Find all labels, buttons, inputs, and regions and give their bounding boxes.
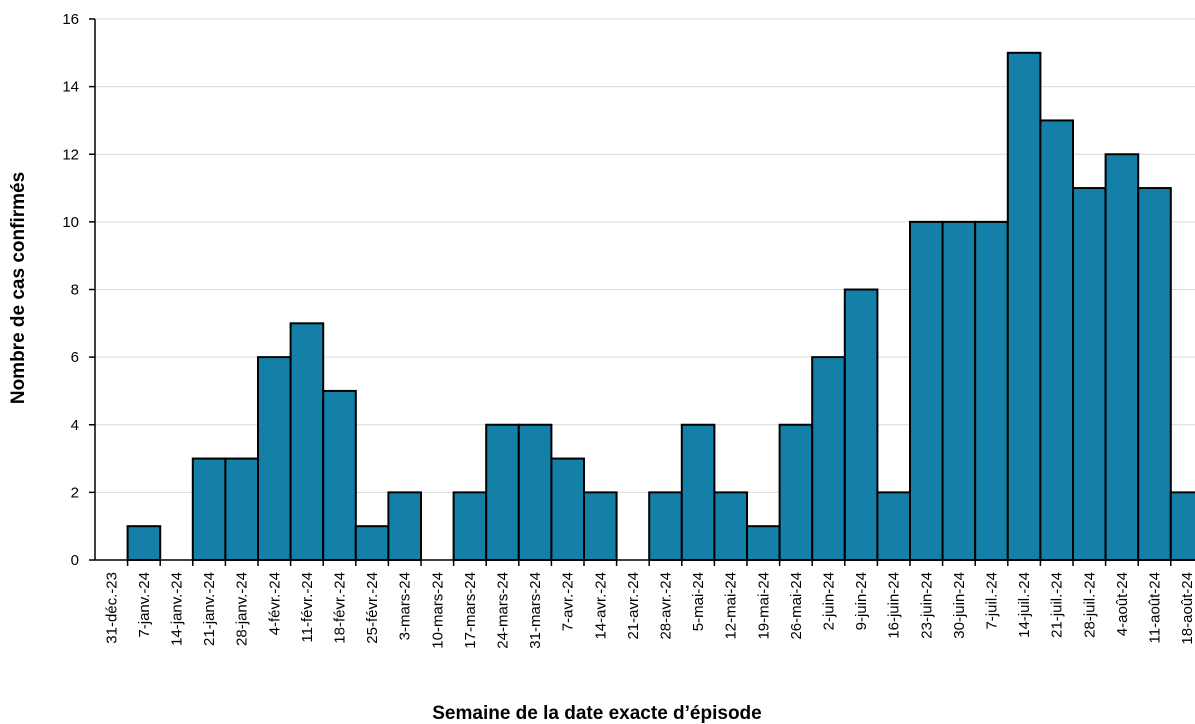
x-tick-label: 14-avr.-24 bbox=[592, 572, 609, 640]
x-tick-label: 26-mai-24 bbox=[788, 572, 805, 640]
x-tick-label: 7-avr.-24 bbox=[560, 572, 577, 631]
bar bbox=[811, 356, 846, 561]
x-tick-label: 24-mars-24 bbox=[495, 572, 512, 649]
bar bbox=[843, 288, 879, 561]
y-tick-label: 2 bbox=[71, 484, 79, 501]
y-tick-label: 8 bbox=[71, 282, 79, 299]
y-tick-label: 14 bbox=[62, 79, 79, 96]
bar bbox=[648, 491, 683, 561]
x-tick-label: 10-mars-24 bbox=[429, 572, 446, 649]
bar bbox=[1006, 51, 1042, 561]
bar bbox=[941, 220, 977, 561]
bar bbox=[191, 457, 227, 561]
x-tick-label: 3-mars-24 bbox=[397, 572, 414, 640]
bar bbox=[876, 491, 912, 561]
x-tick-label: 31-mars-24 bbox=[527, 572, 544, 649]
bar bbox=[452, 491, 488, 561]
y-tick-label: 0 bbox=[71, 552, 79, 569]
bar bbox=[1137, 187, 1172, 561]
bar bbox=[126, 525, 162, 561]
x-tick-label: 28-juil.-24 bbox=[1081, 572, 1098, 638]
bar bbox=[485, 423, 520, 561]
x-tick-label: 18-févr.-24 bbox=[332, 572, 349, 644]
bar bbox=[517, 423, 553, 561]
y-tick-label: 16 bbox=[62, 11, 79, 28]
x-tick-label: 16-juin-24 bbox=[886, 572, 903, 639]
bar bbox=[257, 356, 292, 561]
bar bbox=[1169, 491, 1195, 561]
bar bbox=[1104, 153, 1140, 561]
x-tick-label: 31-déc.-23 bbox=[103, 572, 120, 644]
x-tick-label: 21-avr.-24 bbox=[625, 572, 642, 640]
x-tick-label: 14-juil.-24 bbox=[1016, 572, 1033, 638]
bar bbox=[550, 457, 586, 561]
y-axis-title: Nombre de cas confirmés bbox=[8, 172, 29, 404]
bar bbox=[974, 220, 1009, 561]
x-tick-label: 4-août-24 bbox=[1114, 572, 1131, 636]
x-tick-label: 14-janv.-24 bbox=[169, 572, 186, 646]
y-tick-label: 12 bbox=[62, 146, 79, 163]
x-tick-label: 25-févr.-24 bbox=[364, 572, 381, 644]
axes bbox=[89, 18, 1195, 566]
bars bbox=[126, 51, 1195, 561]
x-tick-label: 21-janv.-24 bbox=[201, 572, 218, 646]
x-tick-labels: 31-déc.-23 7-janv.-24 14-janv.-24 21-janv.-… bbox=[103, 572, 1195, 649]
x-tick-label: 30-juin-24 bbox=[951, 572, 968, 639]
x-tick-label: 7-janv.-24 bbox=[136, 572, 153, 638]
x-tick-label: 11-août-24 bbox=[1147, 572, 1164, 643]
bar bbox=[680, 423, 716, 561]
y-tick-labels: 0 2 4 6 8 10 12 14 16 bbox=[62, 11, 79, 569]
x-axis-title: Semaine de la date exacte d’épisode bbox=[432, 703, 761, 724]
x-tick-label: 11-févr.-24 bbox=[299, 572, 316, 643]
bar bbox=[289, 322, 325, 561]
x-tick-label: 18-août-24 bbox=[1179, 572, 1195, 645]
bar bbox=[583, 491, 618, 561]
y-tick-label: 10 bbox=[62, 214, 79, 231]
bar bbox=[224, 457, 259, 561]
x-tick-label: 28-janv.-24 bbox=[234, 572, 251, 646]
x-tick-label: 12-mai-24 bbox=[723, 572, 740, 640]
y-tick-label: 4 bbox=[71, 417, 79, 434]
bar bbox=[746, 525, 781, 561]
bar bbox=[909, 220, 944, 561]
x-tick-label: 9-juin-24 bbox=[853, 572, 870, 630]
x-tick-label: 21-juil.-24 bbox=[1049, 572, 1066, 638]
bar bbox=[1072, 187, 1107, 561]
bar bbox=[778, 423, 814, 561]
bar bbox=[713, 491, 749, 561]
x-tick-label: 23-juin-24 bbox=[918, 572, 935, 639]
x-tick-label: 28-avr.-24 bbox=[658, 572, 675, 640]
bar bbox=[387, 491, 422, 561]
x-tick-label: 2-juin-24 bbox=[821, 572, 838, 630]
x-tick-label: 4-févr.-24 bbox=[266, 572, 283, 635]
x-tick-label: 7-juil.-24 bbox=[984, 572, 1001, 630]
x-tick-label: 5-mai-24 bbox=[690, 572, 707, 631]
bar bbox=[1039, 119, 1075, 561]
y-tick-label: 6 bbox=[71, 349, 79, 366]
x-tick-label: 19-mai-24 bbox=[755, 572, 772, 640]
bar bbox=[322, 389, 357, 561]
bar bbox=[354, 525, 390, 561]
x-tick-label: 17-mars-24 bbox=[462, 572, 479, 649]
